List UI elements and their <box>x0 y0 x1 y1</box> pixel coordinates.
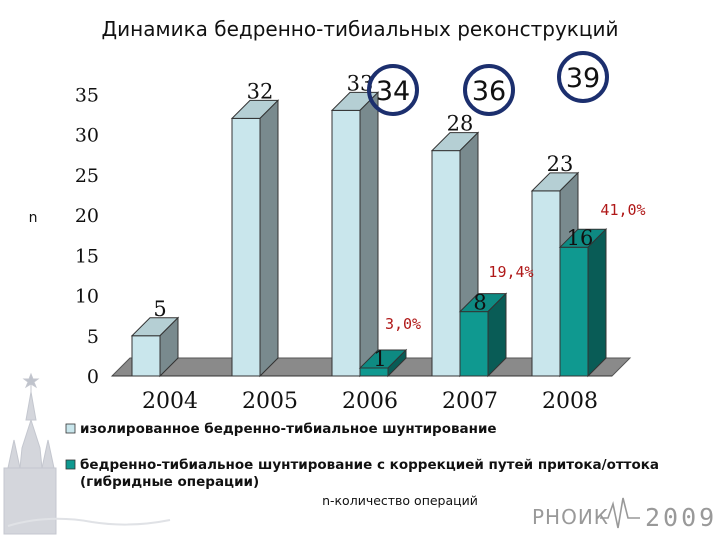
bar-hybrid-2008-side <box>587 227 607 378</box>
bar-isolated-2007-front <box>431 150 461 377</box>
total-circle-2006 <box>367 64 419 116</box>
data-label-hybrid-2008: 16 <box>567 226 594 250</box>
bar-isolated-2004-side <box>159 316 179 378</box>
legend-label-isolated: изолированное бедренно-тибиальное шунтир… <box>80 421 497 437</box>
y-tick-label: 35 <box>75 84 99 106</box>
bar-isolated-2006-front <box>331 109 361 377</box>
bar-isolated-2005-side <box>259 99 279 378</box>
data-label-isolated-2005: 32 <box>247 79 274 103</box>
total-badge-2006: 34 <box>367 64 419 116</box>
bar-isolated-2004 <box>130 316 180 378</box>
y-tick-label: 5 <box>87 326 99 348</box>
data-label-isolated-2007: 28 <box>447 112 474 136</box>
legend-swatch-hybrid <box>65 459 76 470</box>
y-axis-label: n <box>29 210 38 226</box>
bar-isolated-2008-front <box>531 190 561 377</box>
legend-label-hybrid: бедренно-тибиальное шунтирование с корре… <box>80 457 659 473</box>
x-tick-label-2007: 2007 <box>442 389 498 414</box>
percent-label-2007: 19,4% <box>488 263 533 281</box>
y-tick-label: 15 <box>75 245 99 267</box>
y-tick-label: 25 <box>75 165 99 187</box>
legend-label-hybrid-2: (гибридные операции) <box>80 474 259 490</box>
bar-hybrid-2006 <box>358 348 408 378</box>
bar-isolated-2005-front <box>231 117 261 377</box>
total-circle-2007 <box>463 64 515 116</box>
pulse-icon <box>600 497 640 529</box>
y-tick-label: 30 <box>75 125 99 147</box>
bar-hybrid-2007-side <box>487 292 507 378</box>
bar-hybrid-2008-front <box>559 246 589 377</box>
total-badge-2007: 36 <box>463 64 515 116</box>
total-label-2007: 36 <box>472 76 506 107</box>
bar-isolated-2006 <box>330 91 380 378</box>
logo: РНОИК 2009 <box>532 497 717 532</box>
y-tick-label: 20 <box>75 205 99 227</box>
logo-year: 2009 <box>645 503 717 532</box>
total-label-2008: 39 <box>566 63 600 94</box>
bar-isolated-2004-front <box>131 335 161 377</box>
x-tick-label-2004: 2004 <box>142 389 198 414</box>
total-circle-2008 <box>557 51 609 103</box>
total-label-2006: 34 <box>376 76 410 107</box>
tower-icon <box>3 372 57 535</box>
data-label-hybrid-2006: 1 <box>373 347 386 371</box>
y-tick-label: 10 <box>75 286 99 308</box>
y-tick-label: 0 <box>87 366 99 388</box>
skyline-curve <box>7 517 171 527</box>
legend-swatch-isolated <box>65 423 76 434</box>
chart-title: Динамика бедренно-тибиальных реконструкц… <box>102 17 619 41</box>
bar-hybrid-2008 <box>558 227 608 378</box>
percent-label-2006: 3,0% <box>385 315 421 333</box>
x-tick-label-2005: 2005 <box>242 389 298 414</box>
data-label-isolated-2004: 5 <box>153 297 166 321</box>
footnote: n-количество операций <box>322 493 478 508</box>
bar-hybrid-2007 <box>458 292 508 378</box>
bar-isolated-2006-side <box>359 91 379 378</box>
data-label-hybrid-2007: 8 <box>473 291 486 315</box>
logo-text: РНОИК <box>532 505 609 529</box>
legend: изолированное бедренно-тибиальное шунтир… <box>65 421 659 490</box>
total-badge-2008: 39 <box>557 51 609 103</box>
x-tick-label-2006: 2006 <box>342 389 398 414</box>
percent-label-2008: 41,0% <box>600 201 645 219</box>
x-tick-label-2008: 2008 <box>542 389 598 414</box>
bar-isolated-2005 <box>230 99 280 378</box>
bar-hybrid-2007-front <box>459 311 489 377</box>
bar-hybrid-2006-side <box>387 348 407 378</box>
data-label-isolated-2008: 23 <box>547 152 574 176</box>
